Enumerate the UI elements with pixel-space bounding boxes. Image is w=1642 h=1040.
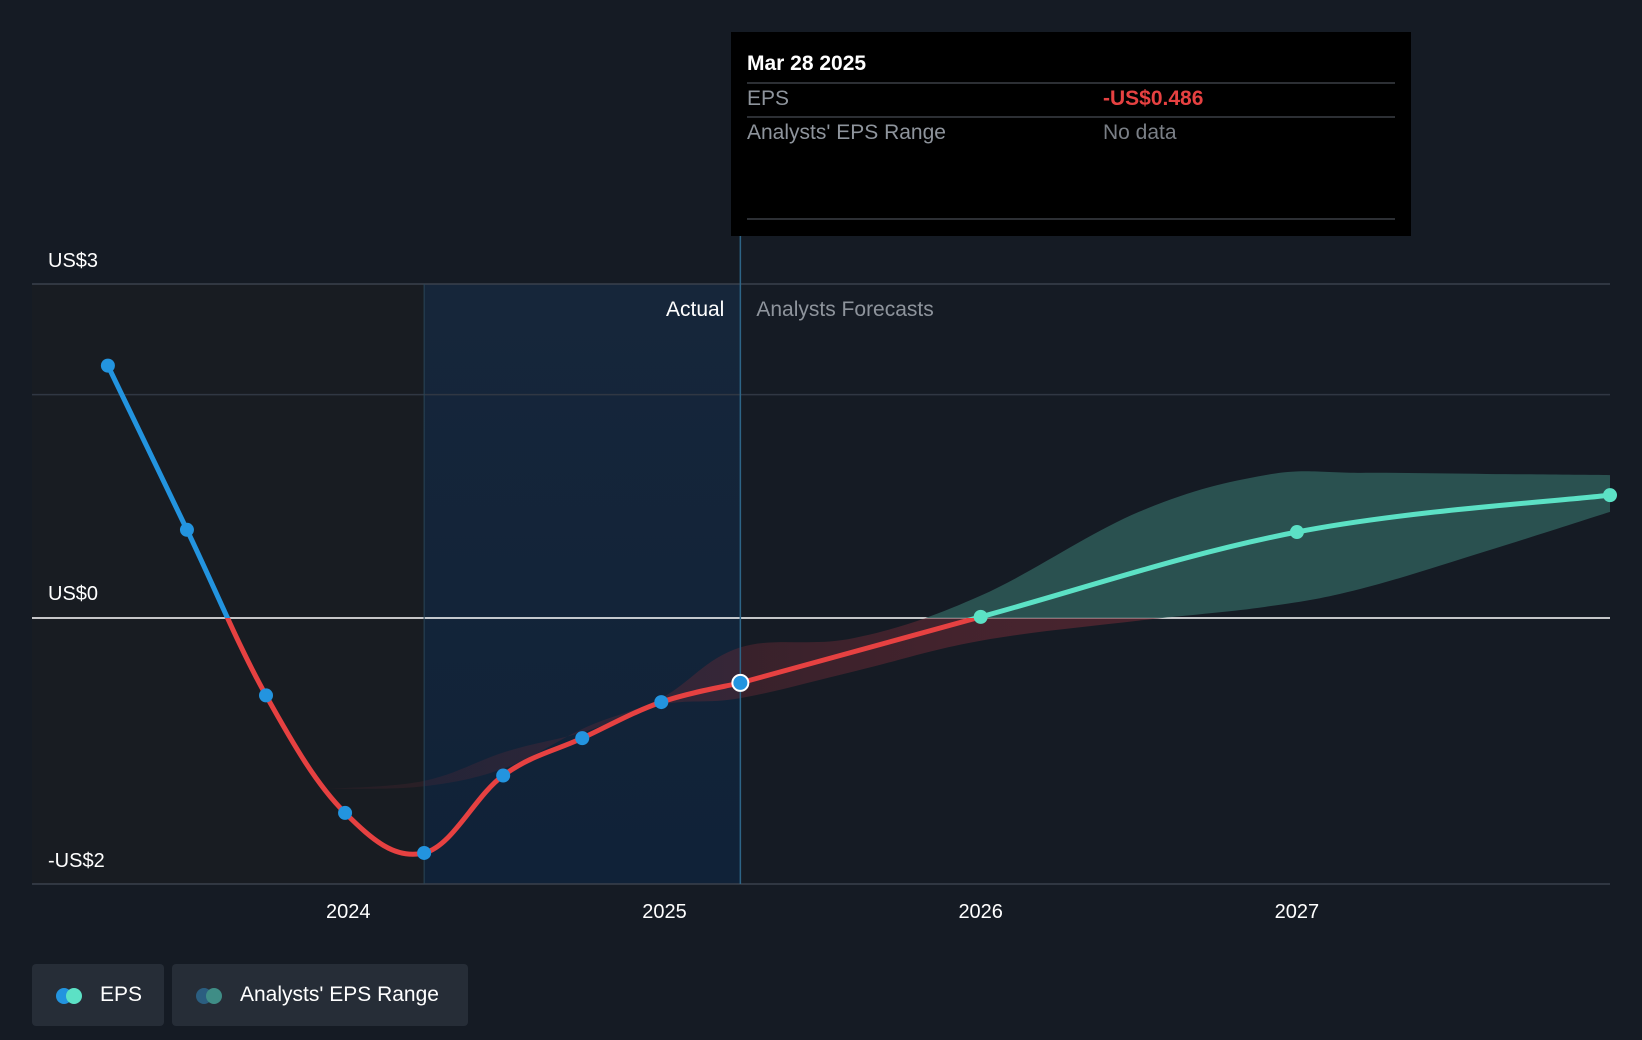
- eps-point: [338, 805, 353, 820]
- grid-lines: [32, 283, 1610, 885]
- tooltip-date: Mar 28 2025: [747, 52, 866, 75]
- tooltip-eps-value: -US$0.486: [1103, 87, 1203, 110]
- eps-point: [179, 522, 194, 537]
- eps-point: [259, 688, 274, 703]
- legend-eps-button[interactable]: EPS: [32, 964, 164, 1026]
- eps-forecast-point: [973, 609, 988, 624]
- eps-series: [105, 364, 1611, 857]
- tooltip-range-value: No data: [1103, 121, 1177, 144]
- legend-eps-icon: [56, 986, 88, 1004]
- y-tick-label: -US$2: [48, 850, 105, 872]
- eps-line-positive: [105, 364, 231, 618]
- eps-point: [575, 731, 590, 746]
- eps-line-negative: [224, 618, 741, 857]
- eps-point: [496, 768, 511, 783]
- eps-points: [100, 358, 1617, 860]
- legend-range-button[interactable]: Analysts' EPS Range: [172, 964, 468, 1026]
- y-tick-label: US$3: [48, 250, 98, 272]
- forecast-region-label: Analysts Forecasts: [756, 298, 933, 321]
- actual-highlight-region: [424, 284, 741, 884]
- x-tick-label: 2026: [958, 901, 1003, 923]
- eps-point: [731, 673, 750, 692]
- eps-point: [654, 695, 669, 710]
- eps-forecast-point: [1603, 488, 1617, 503]
- eps-point: [100, 358, 115, 373]
- x-axis-labels: 2024 2025 2026 2027: [326, 901, 1319, 923]
- tooltip: Mar 28 2025 EPS -US$0.486 Analysts' EPS …: [731, 32, 1411, 236]
- actual-region-label: Actual: [666, 298, 724, 321]
- past-shade-region: [32, 284, 425, 884]
- legend-eps-label: EPS: [100, 983, 143, 1006]
- eps-forecast-line-negative: [739, 618, 987, 686]
- eps-point: [417, 845, 432, 860]
- eps-forecast-line-positive: [967, 492, 1611, 618]
- x-tick-label: 2027: [1275, 901, 1320, 923]
- y-axis-labels: US$3 US$0 -US$2: [48, 250, 105, 872]
- y-tick-label: US$0: [48, 583, 98, 605]
- tooltip-eps-label: EPS: [747, 87, 789, 110]
- tooltip-range-label: Analysts' EPS Range: [747, 121, 946, 144]
- legend-range-icon: [196, 986, 228, 1004]
- x-tick-label: 2025: [642, 901, 687, 923]
- tooltip-background: [731, 32, 1411, 236]
- legend-range-label: Analysts' EPS Range: [240, 983, 439, 1006]
- x-tick-label: 2024: [326, 901, 371, 923]
- eps-forecast-point: [1289, 525, 1304, 540]
- range-band-negative: [326, 618, 1163, 789]
